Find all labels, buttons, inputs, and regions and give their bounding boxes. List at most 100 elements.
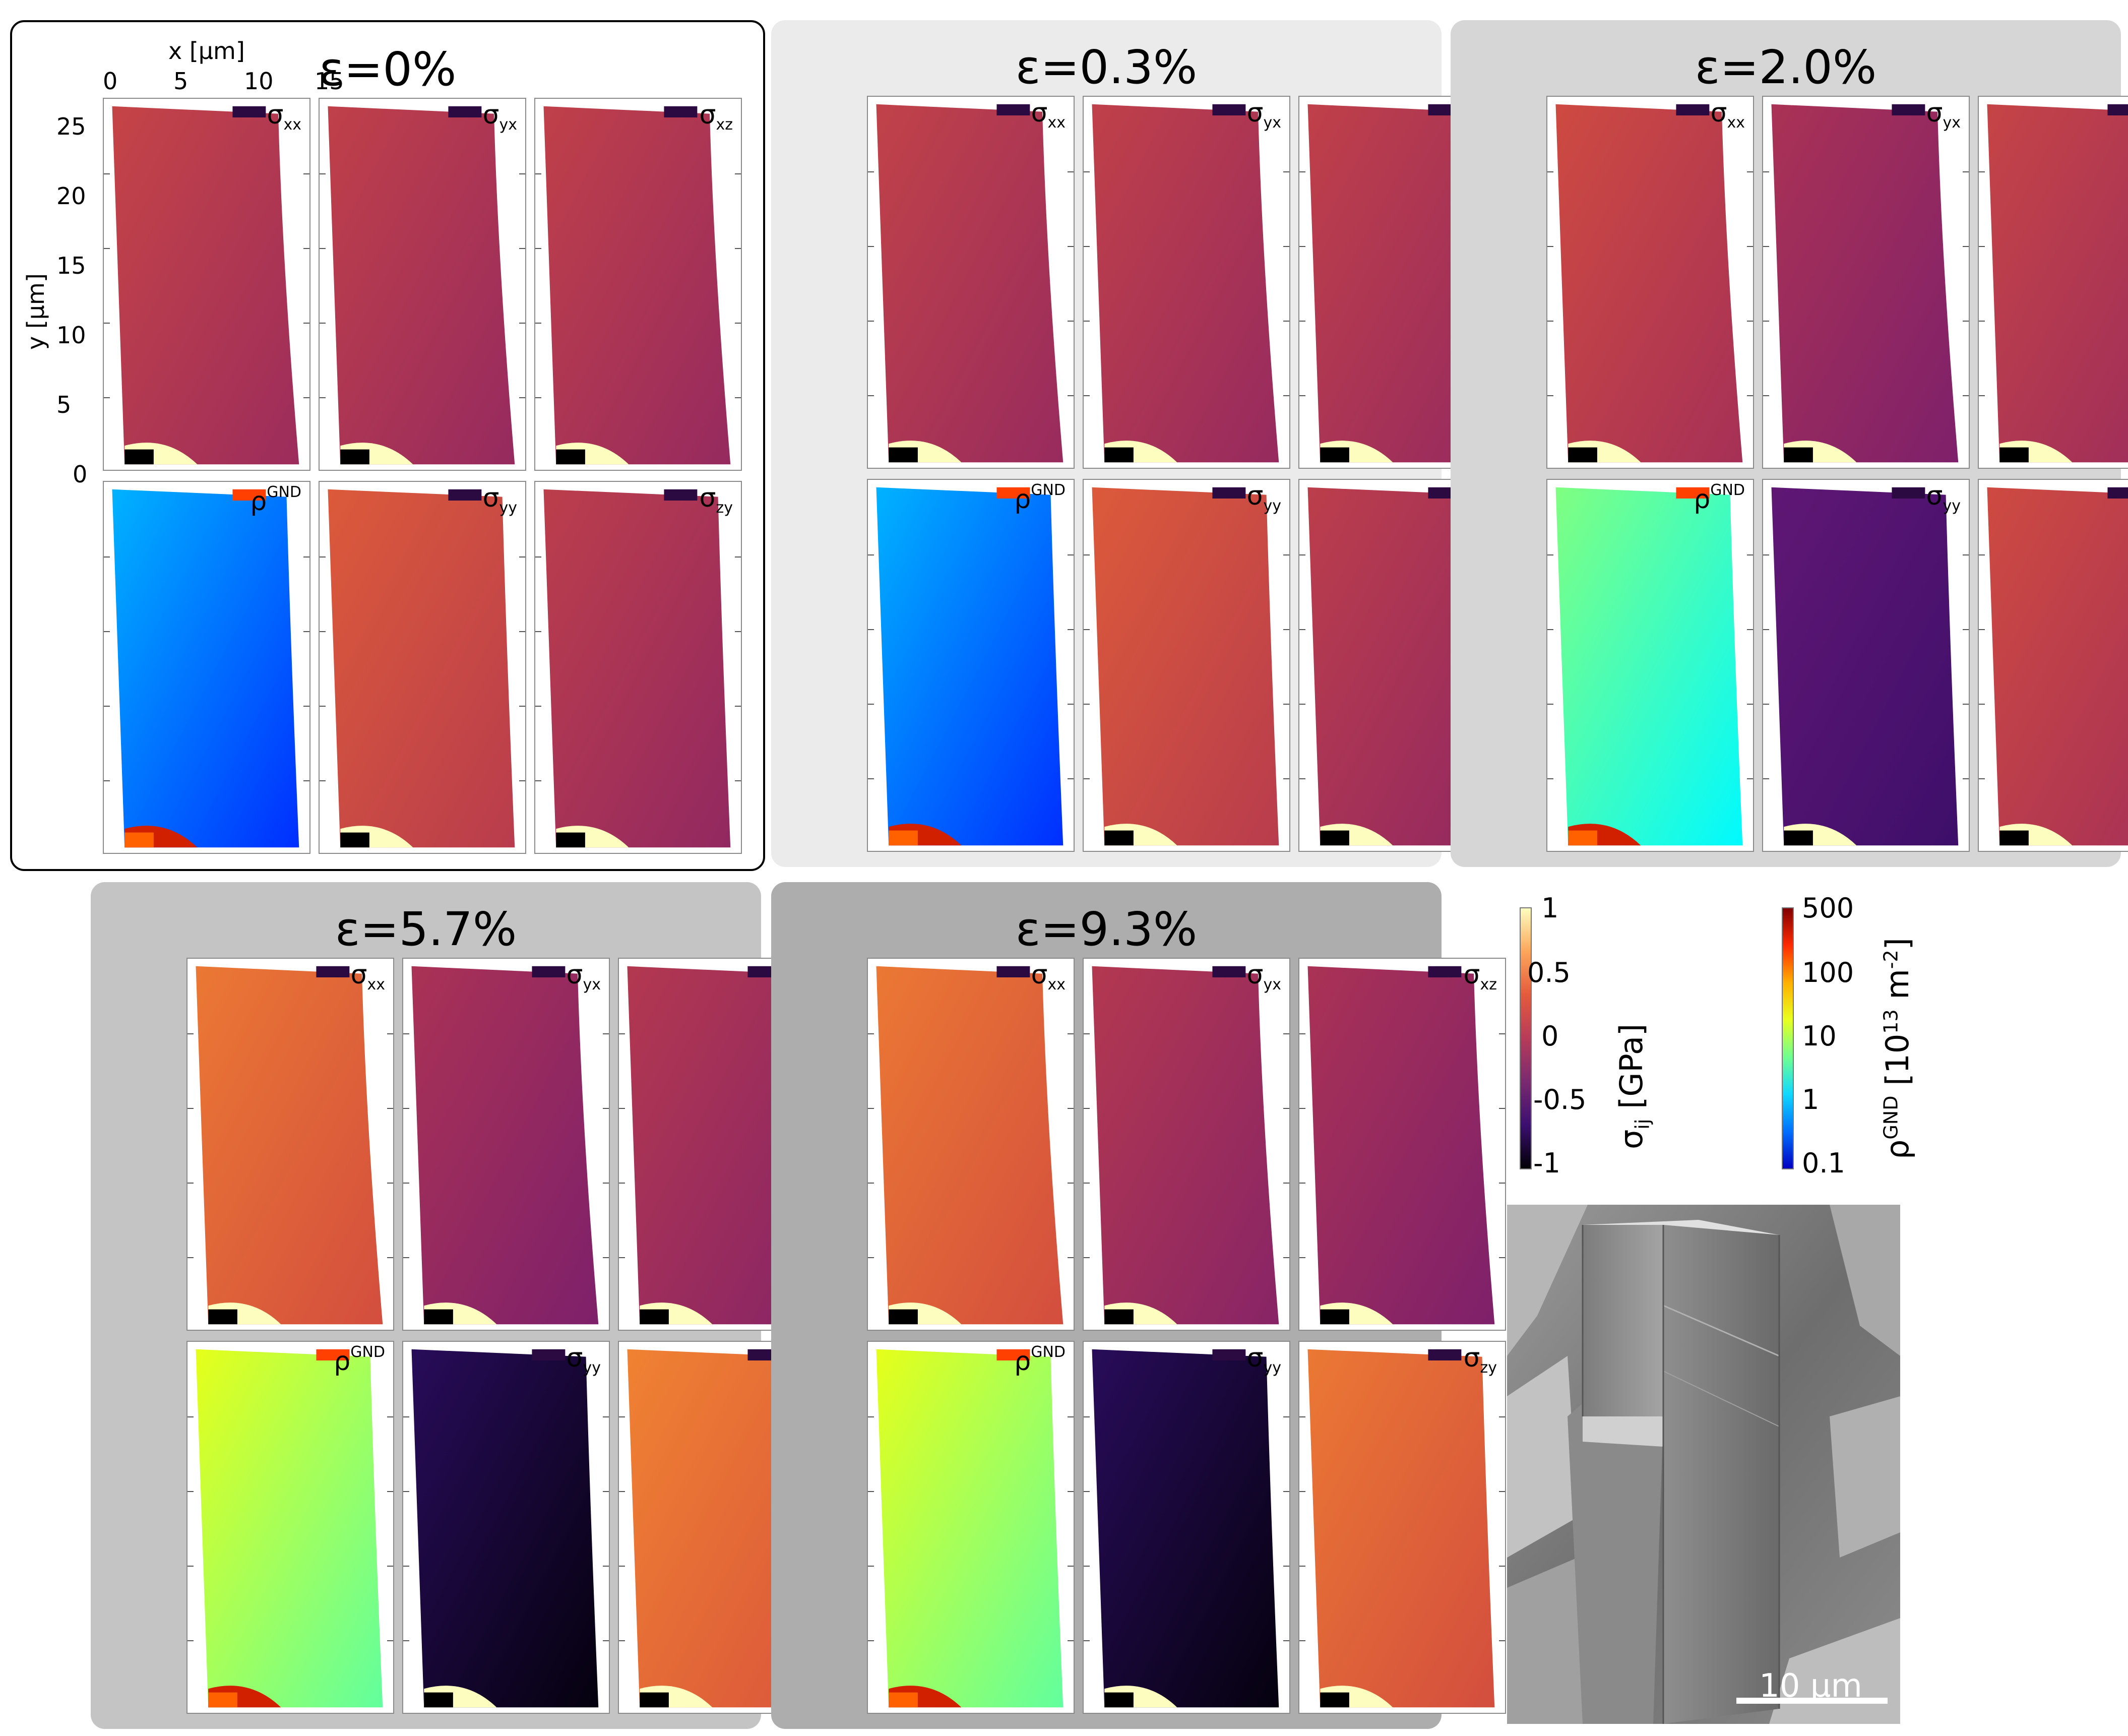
panel-label: σyx <box>1247 962 1281 993</box>
map-panel-xx: σxx <box>103 98 310 471</box>
map-image <box>196 966 383 1325</box>
bottom-artifact-dark <box>340 449 369 465</box>
x-tick-label: 10 <box>244 68 274 95</box>
bottom-artifact-dark <box>889 830 918 846</box>
panel-tick <box>868 1033 874 1034</box>
panel-label-symbol: σ <box>1031 960 1048 990</box>
panel-tick <box>603 1640 609 1641</box>
panel-tick <box>1547 554 1553 555</box>
map-panel-zy: σzy <box>1978 479 2128 852</box>
panel-label: σyy <box>1247 483 1281 514</box>
panel-tick <box>1299 554 1305 555</box>
panel-tick <box>1979 704 1985 705</box>
panel-label-symbol: ρ <box>1014 484 1031 515</box>
panel-label: σxx <box>267 102 301 133</box>
panel-label: ρGND <box>250 485 301 515</box>
map-image <box>1555 487 1743 846</box>
panel-label-symbol: σ <box>566 960 583 990</box>
panel-tick <box>303 397 309 398</box>
top-artifact <box>1676 487 1710 499</box>
panel-tick <box>1084 1416 1090 1417</box>
panel-tick <box>1084 1491 1090 1492</box>
panel-tick <box>1979 171 1985 172</box>
panel-label-sub: xz <box>1480 976 1497 994</box>
panel-tick <box>1283 1108 1289 1109</box>
panel-tick <box>387 1416 393 1417</box>
panel-tick <box>1299 1033 1305 1034</box>
panel-label-symbol: σ <box>1246 1343 1264 1373</box>
panel-tick <box>303 173 309 174</box>
panel-tick <box>1068 629 1074 630</box>
y-tick-label: 25 <box>56 113 86 140</box>
panel-label: ρGND <box>1014 1345 1066 1375</box>
map-panel-xx: σxx <box>867 96 1075 469</box>
panel-tick <box>403 1108 409 1109</box>
panel-label-symbol: ρ <box>334 1346 351 1377</box>
panel-tick <box>1963 171 1969 172</box>
panel-tick <box>1499 1640 1505 1641</box>
panel-tick <box>619 1491 625 1492</box>
y-tick-label: 10 <box>56 322 86 349</box>
panel-tick <box>303 706 309 707</box>
x-tick-label: 5 <box>173 68 189 95</box>
panel-tick <box>868 246 874 247</box>
panel-label-symbol: σ <box>1926 481 1943 511</box>
panel-label-symbol: σ <box>350 960 367 990</box>
stress-tick--0.5: -0.5 <box>1533 1084 1587 1115</box>
panel-tick <box>104 631 110 632</box>
top-artifact <box>1212 966 1246 977</box>
map-image <box>196 1349 383 1708</box>
panel-tick <box>1068 778 1074 779</box>
panel-label: σxx <box>351 962 385 993</box>
panel-tick <box>104 397 110 398</box>
gnd-tick-100: 100 <box>1802 957 1854 988</box>
x-axis-label: x [µm] <box>168 37 245 65</box>
panel-tick <box>403 1640 409 1641</box>
bottom-artifact-dark <box>1104 1309 1134 1325</box>
panel-tick <box>1299 1416 1305 1417</box>
panel-tick <box>387 1640 393 1641</box>
bottom-artifact-dark <box>1999 447 2029 463</box>
panel-tick <box>1979 321 1985 322</box>
strain-group-0: ε=0% σxx σyx σxz ρGND σyy σzy x [µm] 0 5 10 15 y [µm… <box>10 20 765 871</box>
panel-tick <box>104 706 110 707</box>
map-image <box>112 106 299 465</box>
panel-label-symbol: σ <box>267 100 284 130</box>
group-title: ε=2.0% <box>1695 40 1877 94</box>
panel-tick <box>619 1640 625 1641</box>
panel-tick <box>603 1566 609 1567</box>
panel-tick <box>403 1566 409 1567</box>
panel-tick <box>1499 1183 1505 1184</box>
panel-tick <box>603 1257 609 1258</box>
panel-label-sup: GND <box>350 1343 385 1361</box>
map-panel-zy: σzy <box>534 481 742 854</box>
panel-tick <box>403 1257 409 1258</box>
panel-tick <box>303 556 309 557</box>
map-panel-zy: σzy <box>1298 1341 1506 1714</box>
panel-label-symbol: σ <box>482 483 499 513</box>
panel-tick <box>403 1491 409 1492</box>
y-tick-label: 15 <box>56 252 86 279</box>
grain-map <box>1092 487 1279 846</box>
panel-tick <box>1068 554 1074 555</box>
panel-label: σzy <box>700 485 733 516</box>
panel-tick <box>535 248 541 249</box>
panel-tick <box>1499 1033 1505 1034</box>
panel-tick <box>320 556 326 557</box>
panel-tick <box>1763 778 1769 779</box>
panel-tick <box>535 556 541 557</box>
grain-map <box>196 966 383 1325</box>
top-artifact <box>664 489 698 501</box>
panel-tick <box>1283 171 1289 172</box>
panel-label-sub: zy <box>1480 1359 1497 1377</box>
panel-label: ρGND <box>1014 483 1066 513</box>
panel-label: σxx <box>1711 100 1745 131</box>
panel-label-symbol: σ <box>1031 98 1048 128</box>
panel-tick <box>535 173 541 174</box>
panel-label-sup: GND <box>1031 481 1066 499</box>
panel-label: σyx <box>1247 100 1281 131</box>
panel-label-sub: yx <box>1263 976 1281 994</box>
panel-tick <box>1763 629 1769 630</box>
panel-tick <box>519 780 525 781</box>
